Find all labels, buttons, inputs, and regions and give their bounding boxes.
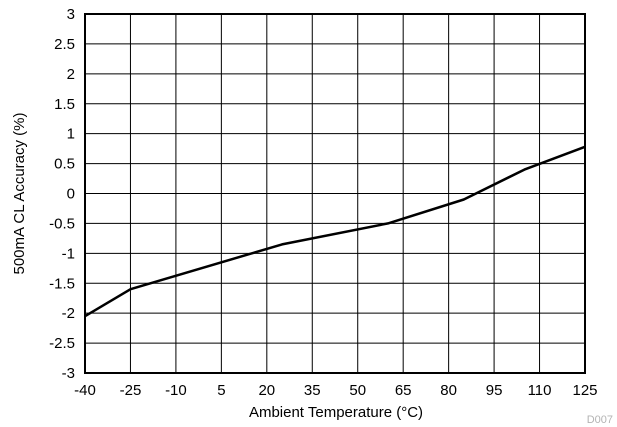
x-tick-label: 125: [572, 382, 597, 399]
series-line: [84, 145, 586, 318]
x-tick-label: -25: [120, 382, 142, 399]
y-tick-label: -3: [62, 365, 75, 382]
grid-lines: [85, 14, 585, 373]
x-tick-label: 20: [258, 382, 275, 399]
x-tick-label: 35: [304, 382, 321, 399]
plot-frame: [84, 13, 586, 374]
x-tick-label: 65: [395, 382, 412, 399]
y-tick-label: 2.5: [54, 36, 75, 53]
y-tick-label: -2: [62, 305, 75, 322]
y-tick-label: 2: [67, 66, 75, 83]
figure-id: D007: [587, 414, 613, 426]
y-tick-label: -0.5: [49, 215, 75, 232]
y-tick-label: -2.5: [49, 335, 75, 352]
x-tick-label: -40: [74, 382, 96, 399]
y-tick-label: 3: [67, 6, 75, 23]
y-tick-label: 1: [67, 126, 75, 143]
y-tick-label: -1: [62, 245, 75, 262]
x-tick-labels: -40 -25 -10 5 20 35 50 65 80 95 110 125: [74, 382, 597, 399]
y-tick-label: 0.5: [54, 156, 75, 173]
y-axis-title: 500mA CL Accuracy (%): [11, 112, 28, 274]
y-tick-label: 1.5: [54, 96, 75, 113]
x-tick-label: 110: [528, 382, 552, 399]
y-tick-labels: 3 2.5 2 1.5 1 0.5 0 -0.5 -1 -1.5 -2 -2.5 -3: [49, 6, 75, 382]
x-axis-title: Ambient Temperature (°C): [249, 404, 423, 421]
x-tick-label: 5: [217, 382, 225, 399]
x-tick-label: 95: [486, 382, 503, 399]
x-tick-label: 50: [349, 382, 366, 399]
x-tick-label: -10: [165, 382, 187, 399]
series-group: [84, 145, 586, 318]
y-tick-label: 0: [67, 186, 75, 203]
y-tick-label: -1.5: [49, 275, 75, 292]
x-tick-label: 80: [440, 382, 457, 399]
